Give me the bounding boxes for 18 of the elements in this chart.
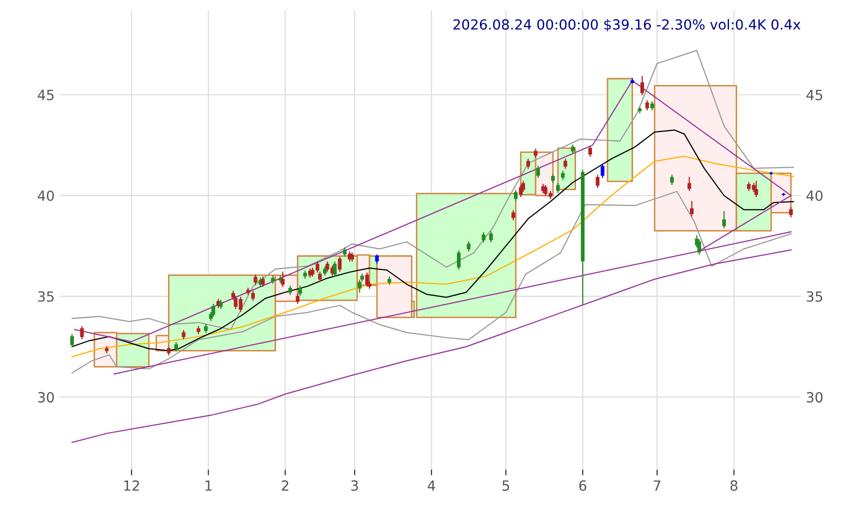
x-tick-label: 5 bbox=[502, 480, 510, 491]
y-tick-label: 35 bbox=[38, 291, 54, 302]
y2-tick-label: 30 bbox=[806, 392, 822, 403]
text: 2026.08.24 00:00:00 $39.16 -2.30% vol:0.4K 0.4x bbox=[453, 18, 800, 32]
y2-tick-label: 35 bbox=[806, 291, 822, 302]
x-tick-label: 8 bbox=[730, 480, 738, 491]
x-tick-label: 2 bbox=[282, 480, 288, 491]
y2-tick-label: 45 bbox=[806, 90, 822, 100]
x-tick-label: 4 bbox=[428, 480, 436, 491]
y2-tick-label: 40 bbox=[806, 190, 822, 202]
x-tick-label: 1 bbox=[205, 480, 212, 491]
y-tick-label: 40 bbox=[38, 190, 54, 202]
y-tick-label: 30 bbox=[38, 392, 54, 403]
x-tick-label: 6 bbox=[579, 480, 586, 491]
y-tick-label: 45 bbox=[38, 90, 54, 100]
x-tick-label: 7 bbox=[654, 480, 660, 491]
x-tick-label: 12 bbox=[124, 480, 139, 491]
x-tick-label: 3 bbox=[351, 480, 358, 491]
